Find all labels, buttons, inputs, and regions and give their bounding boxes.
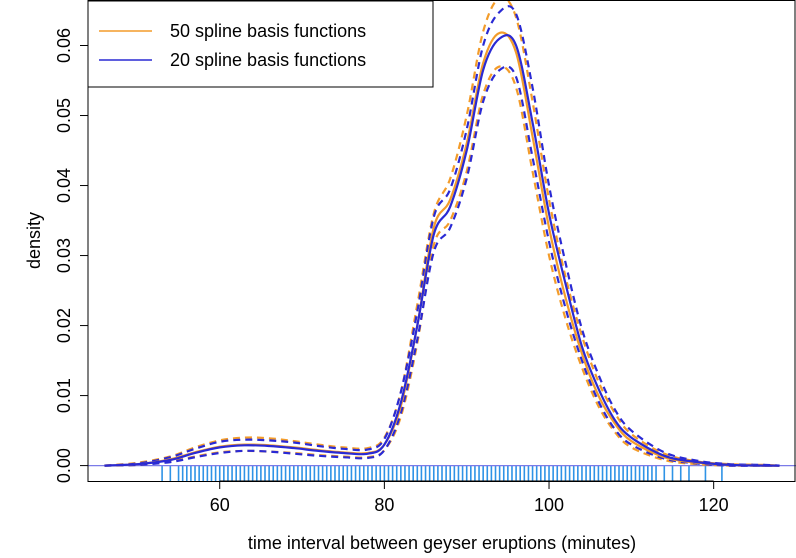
x-tick-label: 100 [534, 495, 564, 515]
band-lower-20-basis [104, 65, 780, 467]
rug-layer [161, 465, 723, 481]
x-axis: 60 80 100 120 [210, 480, 729, 515]
y-tick-label: 0.04 [54, 168, 74, 203]
y-tick-label: 0.01 [54, 378, 74, 413]
y-axis: 0.00 0.01 0.02 0.03 0.04 0.05 0.06 [54, 28, 89, 483]
legend: 50 spline basis functions 20 spline basi… [87, 0, 434, 88]
legend-box [87, 0, 434, 88]
y-tick-label: 0.00 [54, 448, 74, 483]
x-tick-label: 60 [210, 495, 230, 515]
y-tick-label: 0.05 [54, 98, 74, 133]
x-tick-label: 80 [374, 495, 394, 515]
series-layer [104, 0, 780, 467]
band-upper-20-basis [104, 5, 780, 467]
y-tick-label: 0.03 [54, 238, 74, 273]
x-axis-label: time interval between geyser eruptions (… [248, 533, 636, 553]
y-tick-label: 0.06 [54, 28, 74, 63]
y-axis-label: density [24, 212, 44, 269]
y-tick-label: 0.02 [54, 308, 74, 343]
legend-label-20-basis: 20 spline basis functions [170, 50, 366, 70]
x-tick-label: 120 [699, 495, 729, 515]
legend-label-50-basis: 50 spline basis functions [170, 21, 366, 41]
line-20-basis [104, 34, 780, 467]
band-upper-50-basis [104, 0, 780, 467]
